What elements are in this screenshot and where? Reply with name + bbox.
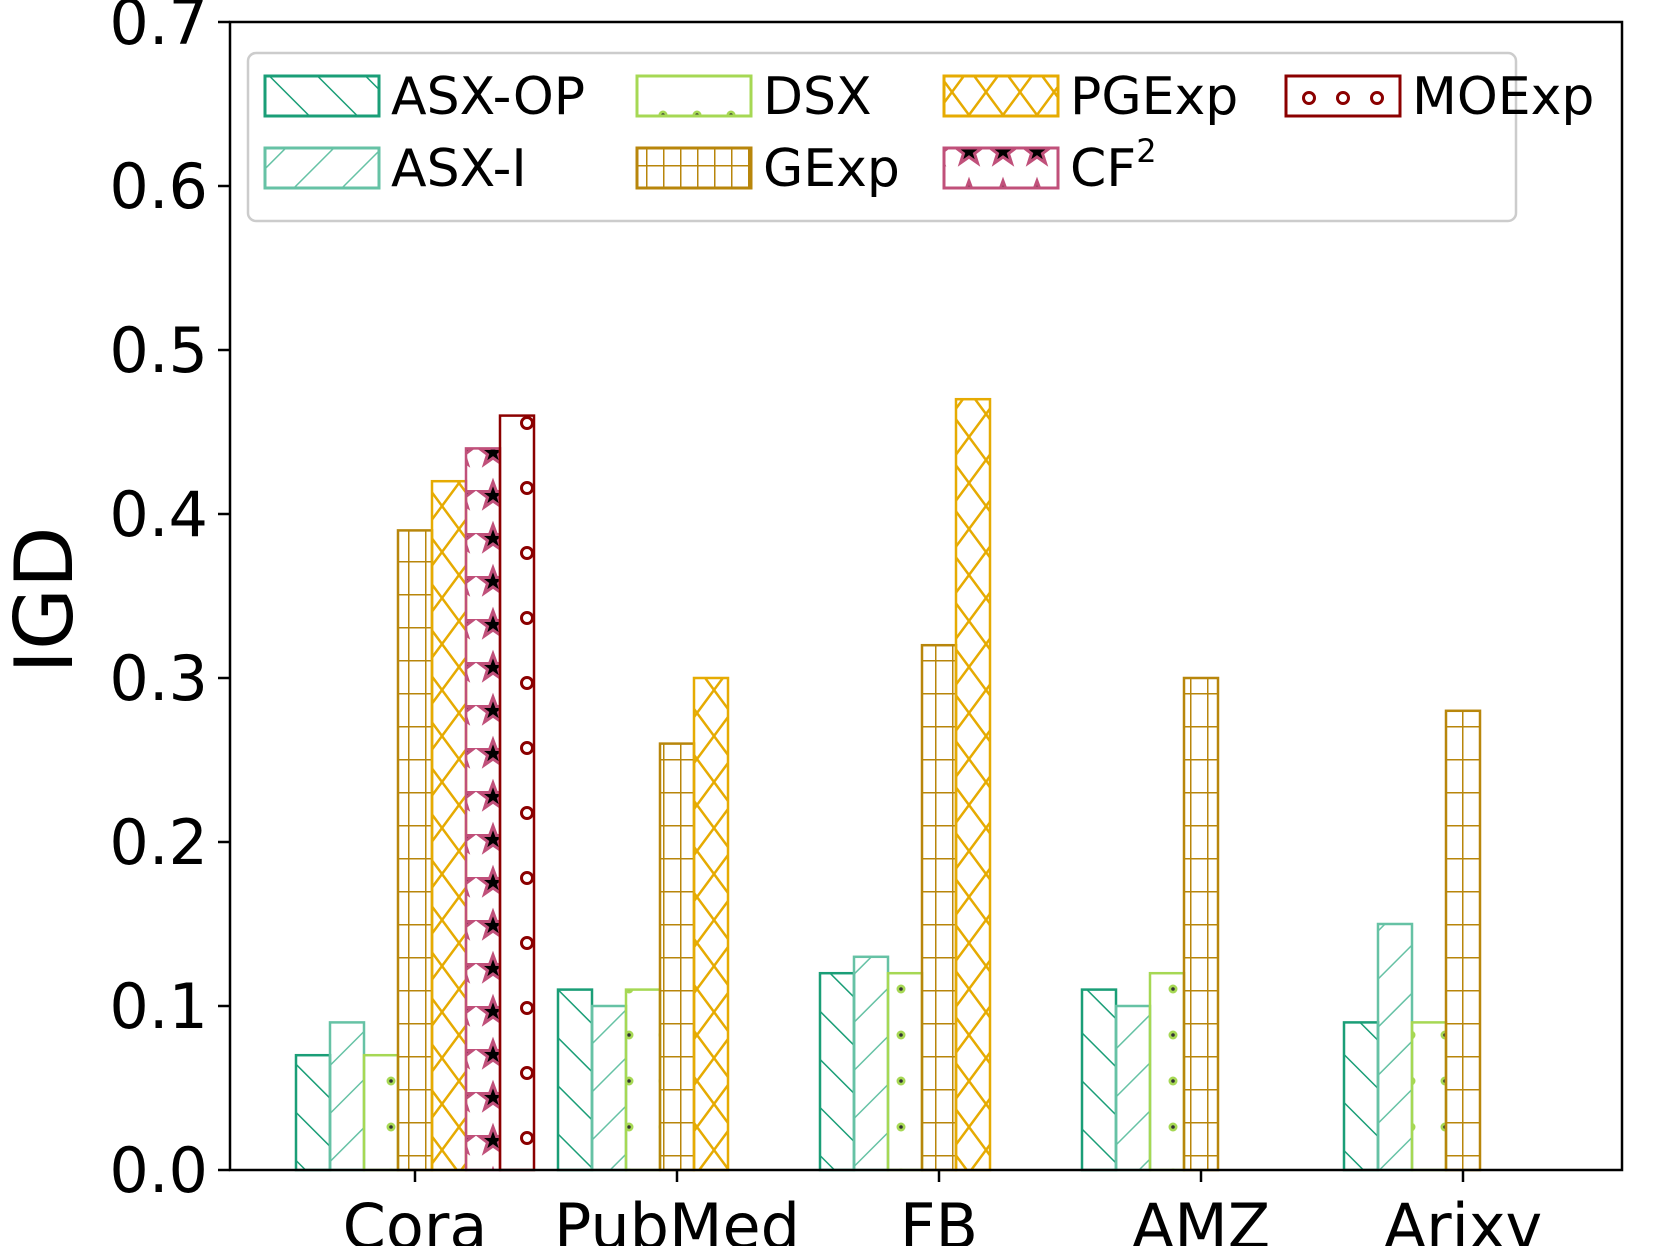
bar-moexp-cora xyxy=(498,414,536,1172)
legend-label-asx-i: ASX-I xyxy=(391,139,527,199)
legend-label-asx-op: ASX-OP xyxy=(391,67,585,127)
bar-gexp-amz xyxy=(1182,676,1220,1172)
bar-gexp-cora xyxy=(396,529,434,1172)
x-tick-label-pubmed: PubMed xyxy=(554,1190,800,1246)
legend-box xyxy=(246,51,1518,223)
bar-asx-i-cora xyxy=(328,1021,366,1172)
y-tick-label: 0.7 xyxy=(109,0,208,59)
legend-swatch-gexp xyxy=(635,146,753,190)
legend-swatch-dsx xyxy=(635,74,753,118)
legend-swatch-cf2 xyxy=(942,146,1060,190)
axes-group: Cora PubMed FB AMZ Arixv 0.0 0.1 0.2 0.3 0.4 0.5 0.… xyxy=(109,0,1624,1246)
bar-asx-i-arixv xyxy=(1376,922,1414,1172)
y-axis-title: IGD xyxy=(0,526,91,673)
legend-label-moexp: MOExp xyxy=(1412,67,1594,127)
legend-swatch-asx-op xyxy=(263,74,381,118)
bar-dsx-pubmed xyxy=(624,988,662,1172)
bar-asx-i-pubmed xyxy=(590,1004,628,1172)
bar-asx-op-pubmed xyxy=(556,988,594,1172)
bar-asx-op-fb xyxy=(818,971,856,1172)
y-tick-label: 0.1 xyxy=(109,970,208,1043)
x-tick-label-fb: FB xyxy=(900,1190,978,1246)
y-tick-label: 0.4 xyxy=(109,478,208,551)
y-tick-label: 0.6 xyxy=(109,150,208,223)
legend-label-pgexp: PGExp xyxy=(1070,67,1238,127)
bar-gexp-fb xyxy=(920,643,958,1172)
bars-group xyxy=(294,397,1482,1172)
plot-frame xyxy=(228,20,1624,1172)
bar-dsx-cora xyxy=(362,1053,400,1172)
bar-asx-op-cora xyxy=(294,1053,332,1172)
y-tick-label: 0.3 xyxy=(109,642,208,715)
bar-dsx-amz xyxy=(1148,971,1186,1172)
bar-pgexp-cora xyxy=(430,479,468,1172)
bar-gexp-arixv xyxy=(1444,709,1482,1172)
x-tick-label-arixv: Arixv xyxy=(1384,1190,1543,1246)
bar-cf-cora xyxy=(464,447,502,1172)
legend-label-gexp: GExp xyxy=(763,139,900,199)
y-tick-label: 0.5 xyxy=(109,314,208,387)
legend-swatch-pgexp xyxy=(942,74,1060,118)
legend-label-dsx: DSX xyxy=(763,67,872,127)
y-tick-label: 0.2 xyxy=(109,806,208,879)
bar-dsx-arixv xyxy=(1410,1021,1448,1172)
bar-gexp-pubmed xyxy=(658,742,696,1172)
legend-swatch-moexp xyxy=(1284,74,1402,118)
bar-dsx-fb xyxy=(886,971,924,1172)
bar-pgexp-pubmed xyxy=(692,676,730,1172)
bar-asx-op-amz xyxy=(1080,988,1118,1172)
bar-asx-op-arixv xyxy=(1342,1021,1380,1172)
y-tick-label: 0.0 xyxy=(109,1134,208,1207)
legend-label-cf2-superscript: 2 xyxy=(1136,132,1156,170)
bar-pgexp-fb xyxy=(954,397,992,1172)
x-tick-label-cora: Cora xyxy=(343,1190,488,1246)
bar-asx-i-fb xyxy=(852,955,890,1172)
legend-swatch-asx-i xyxy=(263,146,381,190)
legend-label-cf2: CF2 xyxy=(1070,132,1157,199)
bar-asx-i-amz xyxy=(1114,1004,1152,1172)
x-tick-label-amz: AMZ xyxy=(1132,1190,1270,1246)
